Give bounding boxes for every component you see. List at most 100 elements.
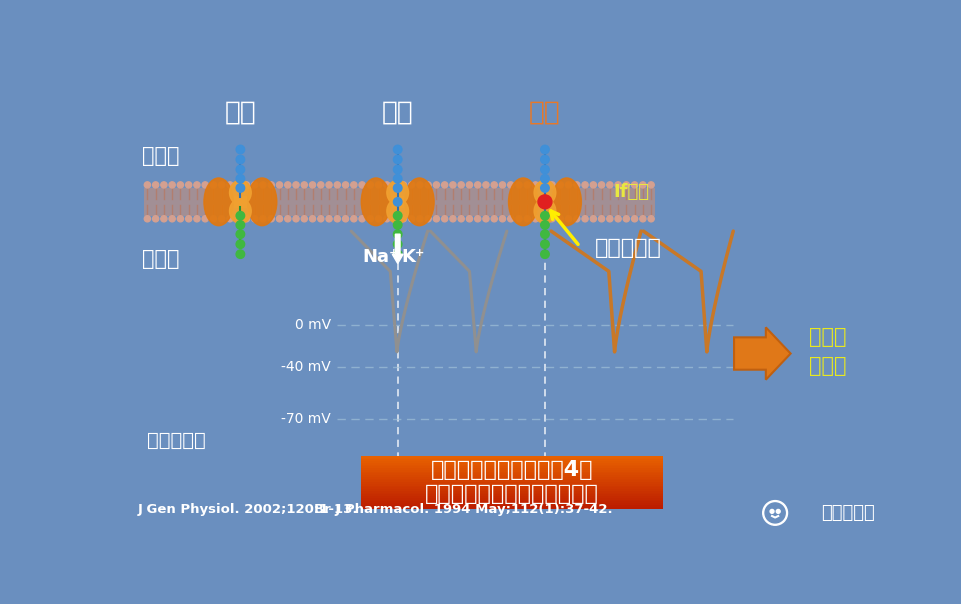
Circle shape (441, 216, 447, 222)
FancyBboxPatch shape (360, 494, 662, 496)
Circle shape (623, 216, 628, 222)
Circle shape (598, 216, 604, 222)
Circle shape (234, 182, 241, 188)
Circle shape (540, 165, 549, 174)
Text: -40 mV: -40 mV (281, 359, 331, 374)
Circle shape (292, 216, 299, 222)
Circle shape (375, 216, 382, 222)
Circle shape (630, 182, 637, 188)
Circle shape (185, 182, 191, 188)
Circle shape (762, 501, 787, 525)
Circle shape (515, 216, 522, 222)
Circle shape (392, 216, 398, 222)
Circle shape (292, 182, 299, 188)
Circle shape (169, 182, 175, 188)
Circle shape (210, 182, 216, 188)
Circle shape (540, 145, 549, 153)
FancyBboxPatch shape (360, 464, 662, 467)
Circle shape (235, 250, 244, 259)
Circle shape (268, 182, 274, 188)
Circle shape (202, 182, 209, 188)
FancyArrow shape (392, 234, 403, 263)
Circle shape (482, 216, 488, 222)
Circle shape (177, 182, 184, 188)
Circle shape (432, 182, 439, 188)
FancyBboxPatch shape (360, 500, 662, 502)
Circle shape (351, 216, 357, 222)
FancyBboxPatch shape (360, 472, 662, 474)
Circle shape (540, 230, 549, 239)
Circle shape (581, 182, 587, 188)
Circle shape (457, 182, 464, 188)
Circle shape (301, 182, 308, 188)
Circle shape (235, 240, 244, 248)
Circle shape (284, 216, 290, 222)
Ellipse shape (533, 180, 555, 205)
Circle shape (193, 216, 200, 222)
Ellipse shape (204, 178, 234, 226)
Circle shape (259, 216, 266, 222)
Circle shape (160, 216, 167, 222)
Circle shape (227, 182, 233, 188)
Text: 细胞外: 细胞外 (141, 146, 179, 165)
Circle shape (573, 216, 579, 222)
Circle shape (639, 216, 645, 222)
Circle shape (243, 216, 249, 222)
Circle shape (614, 216, 621, 222)
Circle shape (598, 182, 604, 188)
FancyBboxPatch shape (360, 498, 662, 500)
FancyBboxPatch shape (234, 196, 246, 208)
Circle shape (393, 145, 402, 153)
Text: J Gen Physiol. 2002;120:1-13.: J Gen Physiol. 2002;120:1-13. (137, 503, 357, 516)
Circle shape (367, 182, 373, 188)
Circle shape (326, 182, 332, 188)
FancyBboxPatch shape (360, 474, 662, 475)
Circle shape (235, 211, 244, 220)
Circle shape (450, 182, 456, 188)
Circle shape (193, 182, 200, 188)
Circle shape (301, 216, 308, 222)
Circle shape (284, 182, 290, 188)
Circle shape (466, 216, 472, 222)
Circle shape (540, 211, 549, 220)
Text: 慢心率: 慢心率 (808, 356, 846, 376)
Circle shape (425, 182, 431, 188)
FancyArrow shape (733, 327, 790, 380)
Circle shape (268, 216, 274, 222)
Circle shape (393, 211, 402, 220)
Circle shape (393, 250, 402, 259)
Circle shape (507, 216, 513, 222)
Circle shape (590, 216, 596, 222)
FancyBboxPatch shape (360, 458, 662, 460)
Ellipse shape (533, 199, 555, 223)
Circle shape (540, 198, 549, 206)
Circle shape (243, 182, 249, 188)
Circle shape (474, 216, 480, 222)
FancyBboxPatch shape (143, 188, 654, 216)
Circle shape (507, 182, 513, 188)
Circle shape (393, 198, 402, 206)
Circle shape (351, 182, 357, 188)
Circle shape (252, 182, 258, 188)
Circle shape (393, 240, 402, 248)
Circle shape (218, 182, 225, 188)
Circle shape (770, 509, 774, 513)
Text: 伊伐布雷定降低窦房结4期: 伊伐布雷定降低窦房结4期 (430, 460, 592, 480)
Circle shape (342, 216, 348, 222)
Text: Na⁺: Na⁺ (362, 248, 399, 266)
Circle shape (160, 182, 167, 188)
Circle shape (457, 216, 464, 222)
Circle shape (549, 182, 554, 188)
Circle shape (235, 145, 244, 153)
Circle shape (393, 155, 402, 164)
FancyBboxPatch shape (360, 470, 662, 472)
Circle shape (367, 216, 373, 222)
Text: 开放: 开放 (382, 100, 413, 126)
Circle shape (556, 216, 563, 222)
Circle shape (540, 155, 549, 164)
Circle shape (358, 182, 365, 188)
Circle shape (531, 216, 538, 222)
FancyBboxPatch shape (360, 468, 662, 471)
Circle shape (333, 182, 340, 188)
Circle shape (342, 182, 348, 188)
